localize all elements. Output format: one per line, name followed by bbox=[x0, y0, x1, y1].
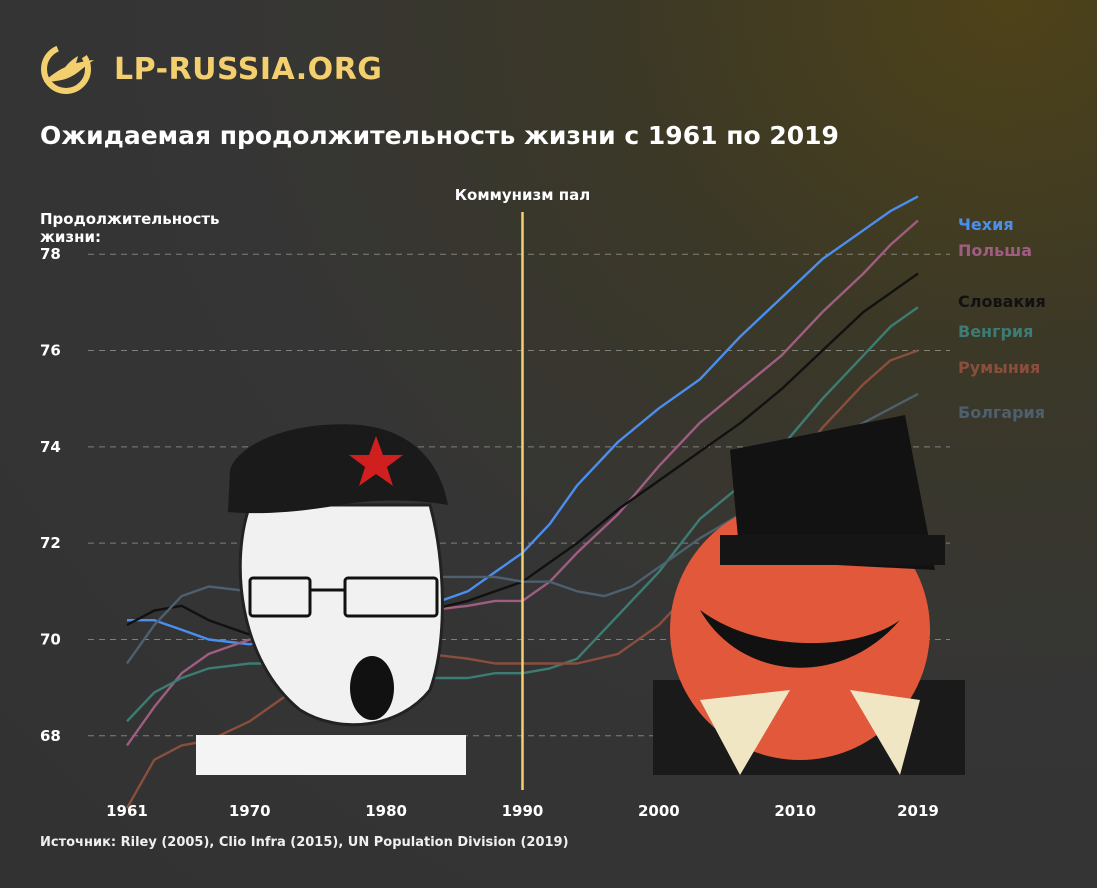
y-tick-label: 74 bbox=[40, 438, 61, 456]
soyjak-illustration bbox=[196, 424, 466, 775]
x-tick-label: 2000 bbox=[638, 802, 680, 820]
y-tick-label: 76 bbox=[40, 342, 61, 360]
y-tick-label: 70 bbox=[40, 630, 61, 648]
x-tick-label: 1961 bbox=[106, 802, 148, 820]
brand-logo: LP-RUSSIA.ORG bbox=[38, 38, 382, 100]
page-title: Ожидаемая продолжительность жизни с 1961… bbox=[40, 121, 839, 150]
x-tick-label: 2010 bbox=[774, 802, 816, 820]
bird-in-circle-logo-icon bbox=[41, 44, 94, 94]
source-note: Источник: Riley (2005), Clio Infra (2015… bbox=[40, 835, 569, 850]
series-label-5: Болгария bbox=[958, 403, 1045, 422]
series-label-3: Венгрия bbox=[958, 322, 1033, 341]
y-tick-label: 68 bbox=[40, 727, 61, 745]
y-axis-label: Продолжительность жизни: bbox=[40, 210, 220, 246]
capitalist-illustration bbox=[653, 415, 965, 775]
x-tick-label: 1980 bbox=[365, 802, 407, 820]
series-label-2: Словакия bbox=[958, 292, 1046, 311]
y-tick-label: 72 bbox=[40, 534, 61, 552]
series-label-0: Чехия bbox=[958, 215, 1014, 234]
series-label-4: Румыния bbox=[958, 358, 1040, 377]
x-tick-label: 2019 bbox=[897, 802, 939, 820]
annotation-label: Коммунизм пал bbox=[455, 186, 590, 204]
y-tick-label: 78 bbox=[40, 245, 61, 263]
x-tick-label: 1970 bbox=[229, 802, 271, 820]
series-label-1: Польша bbox=[958, 241, 1032, 260]
x-tick-label: 1990 bbox=[502, 802, 544, 820]
brand-name: LP-RUSSIA.ORG bbox=[114, 51, 383, 87]
